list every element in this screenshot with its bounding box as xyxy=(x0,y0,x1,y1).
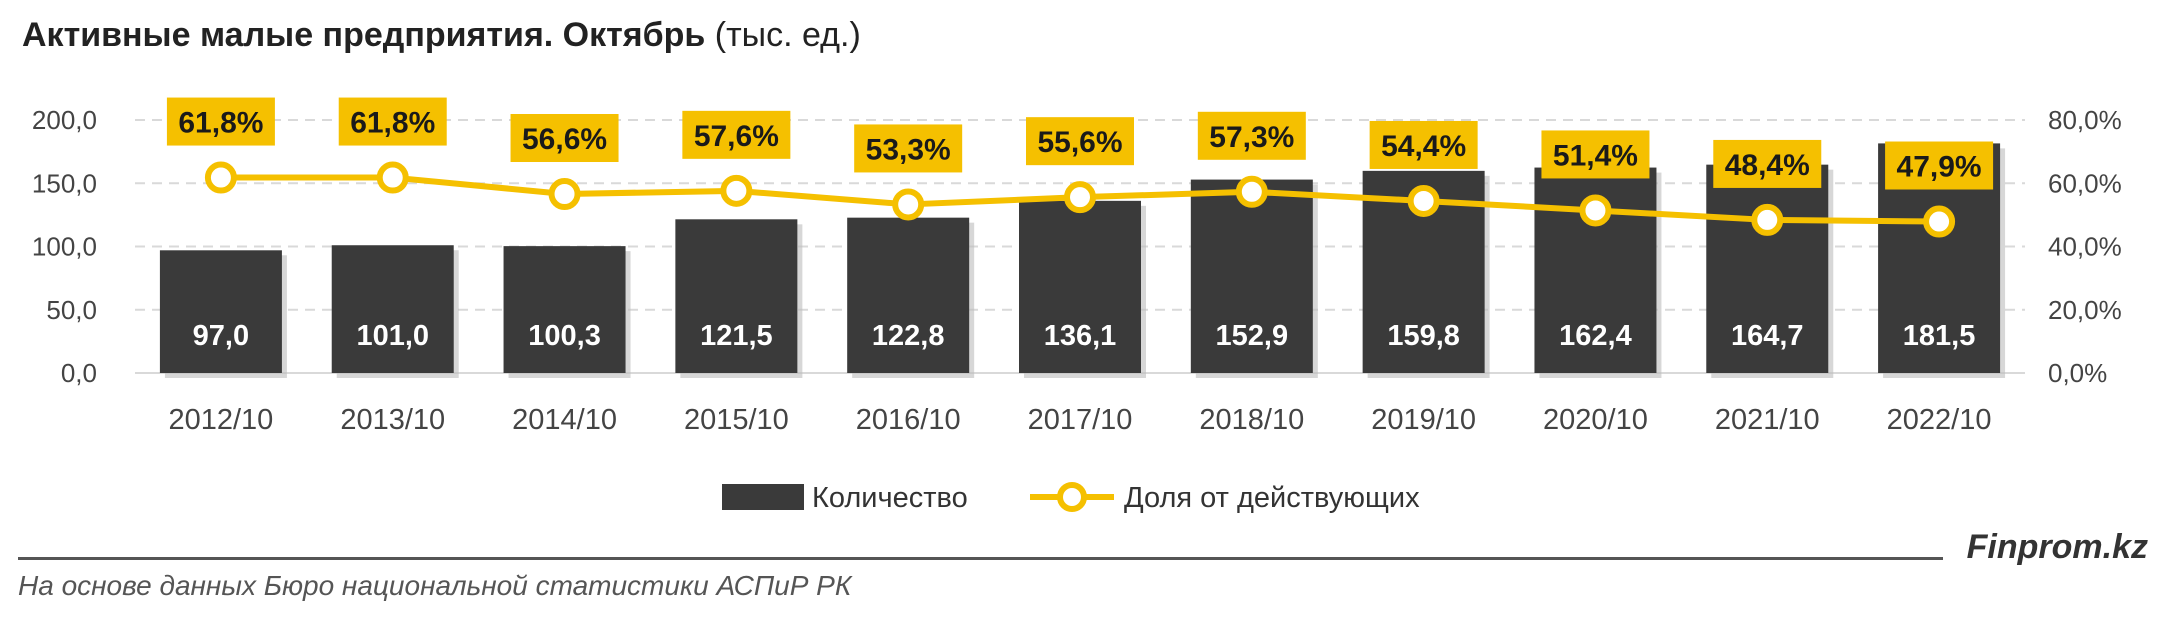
share-label-box xyxy=(1885,141,1994,190)
share-label-box xyxy=(854,124,963,173)
share-point xyxy=(1407,184,1440,217)
y-right-tick-label: 60,0% xyxy=(2048,168,2122,198)
bar xyxy=(675,219,798,373)
legend-swatch-count xyxy=(722,484,804,510)
source-note: На основе данных Бюро национальной стати… xyxy=(18,570,852,601)
x-tick-label: 2016/10 xyxy=(856,404,961,436)
share-value-label: 51,4% xyxy=(1553,139,1638,172)
share-label-box xyxy=(1541,130,1650,179)
share-label-box xyxy=(1026,117,1134,166)
bar xyxy=(1019,200,1141,373)
y-right-tick-label: 0,0% xyxy=(2048,358,2107,388)
share-label-box xyxy=(166,97,275,146)
share-value-label: 55,6% xyxy=(1037,126,1122,159)
share-point xyxy=(1064,181,1096,214)
share-point xyxy=(1235,175,1268,208)
y-right-tick-label: 40,0% xyxy=(2048,232,2122,262)
bar xyxy=(503,246,626,373)
share-point xyxy=(204,161,237,194)
bar xyxy=(1190,179,1313,373)
share-label-box xyxy=(1713,139,1822,188)
share-value-label: 56,6% xyxy=(522,123,607,156)
x-tick-label: 2015/10 xyxy=(684,404,789,436)
y-right-tick-label: 80,0% xyxy=(2048,105,2122,135)
share-label-box xyxy=(338,97,447,146)
bar xyxy=(847,217,970,373)
share-label-box xyxy=(682,110,791,159)
share-point xyxy=(720,174,753,207)
x-tick-label: 2012/10 xyxy=(168,404,273,436)
x-tick-label: 2018/10 xyxy=(1199,404,1304,436)
y-right-tick-label: 20,0% xyxy=(2048,295,2122,325)
share-value-label: 53,3% xyxy=(866,133,951,166)
share-value-label: 61,8% xyxy=(178,107,263,140)
share-point xyxy=(892,188,925,221)
legend-label-share: Доля от действующих xyxy=(1124,482,1420,514)
x-tick-label: 2020/10 xyxy=(1543,404,1648,436)
share-value-label: 57,6% xyxy=(694,120,779,153)
share-point xyxy=(1751,203,1784,236)
share-point xyxy=(1923,205,1956,238)
bar-value-label: 159,8 xyxy=(1387,320,1460,352)
share-value-label: 54,4% xyxy=(1381,130,1466,163)
x-tick-label: 2014/10 xyxy=(512,404,617,436)
share-label-box xyxy=(510,114,619,163)
chart-title-unit: (тыс. ед.) xyxy=(714,16,861,54)
y-left-tick-label: 50,0 xyxy=(46,295,97,325)
brand-label: Finprom.kz xyxy=(1966,528,2148,566)
bar-value-label: 152,9 xyxy=(1216,320,1289,352)
bar-value-label: 121,5 xyxy=(700,320,773,352)
share-value-label: 47,9% xyxy=(1897,151,1982,184)
share-label-box xyxy=(1197,111,1306,160)
x-tick-label: 2013/10 xyxy=(340,404,445,436)
x-tick-label: 2019/10 xyxy=(1371,404,1476,436)
share-value-label: 48,4% xyxy=(1725,149,1810,182)
x-tick-label: 2022/10 xyxy=(1887,404,1992,436)
y-left-tick-label: 100,0 xyxy=(32,232,97,262)
share-value-label: 57,3% xyxy=(1209,121,1294,154)
y-left-tick-label: 0,0 xyxy=(61,358,97,388)
share-point xyxy=(1579,194,1612,227)
bar-value-label: 162,4 xyxy=(1559,320,1632,352)
x-tick-label: 2017/10 xyxy=(1028,404,1133,436)
chart-title-main: Активные малые предприятия. Октябрь xyxy=(22,16,706,54)
footer-divider xyxy=(18,557,1943,560)
bar-value-label: 97,0 xyxy=(193,320,249,352)
x-tick-label: 2021/10 xyxy=(1715,404,1820,436)
share-value-label: 61,8% xyxy=(350,107,435,140)
bar xyxy=(1706,164,1829,373)
y-left-tick-label: 150,0 xyxy=(32,168,97,198)
chart-title: Активные малые предприятия. Октябрь (тыс… xyxy=(22,16,861,55)
bar-value-label: 122,8 xyxy=(872,320,945,352)
legend-marker-share xyxy=(1057,482,1087,512)
y-left-tick-label: 200,0 xyxy=(32,105,97,135)
bar-value-label: 181,5 xyxy=(1903,320,1976,352)
bar-value-label: 136,1 xyxy=(1044,320,1117,352)
bar xyxy=(159,250,282,373)
bar-value-label: 164,7 xyxy=(1731,320,1804,352)
legend-label-count: Количество xyxy=(812,482,968,514)
share-point xyxy=(376,161,409,194)
bar-value-label: 101,0 xyxy=(356,320,429,352)
share-point xyxy=(548,178,581,211)
bar-value-label: 100,3 xyxy=(528,320,601,352)
bar xyxy=(331,245,454,373)
share-label-box xyxy=(1369,120,1478,169)
